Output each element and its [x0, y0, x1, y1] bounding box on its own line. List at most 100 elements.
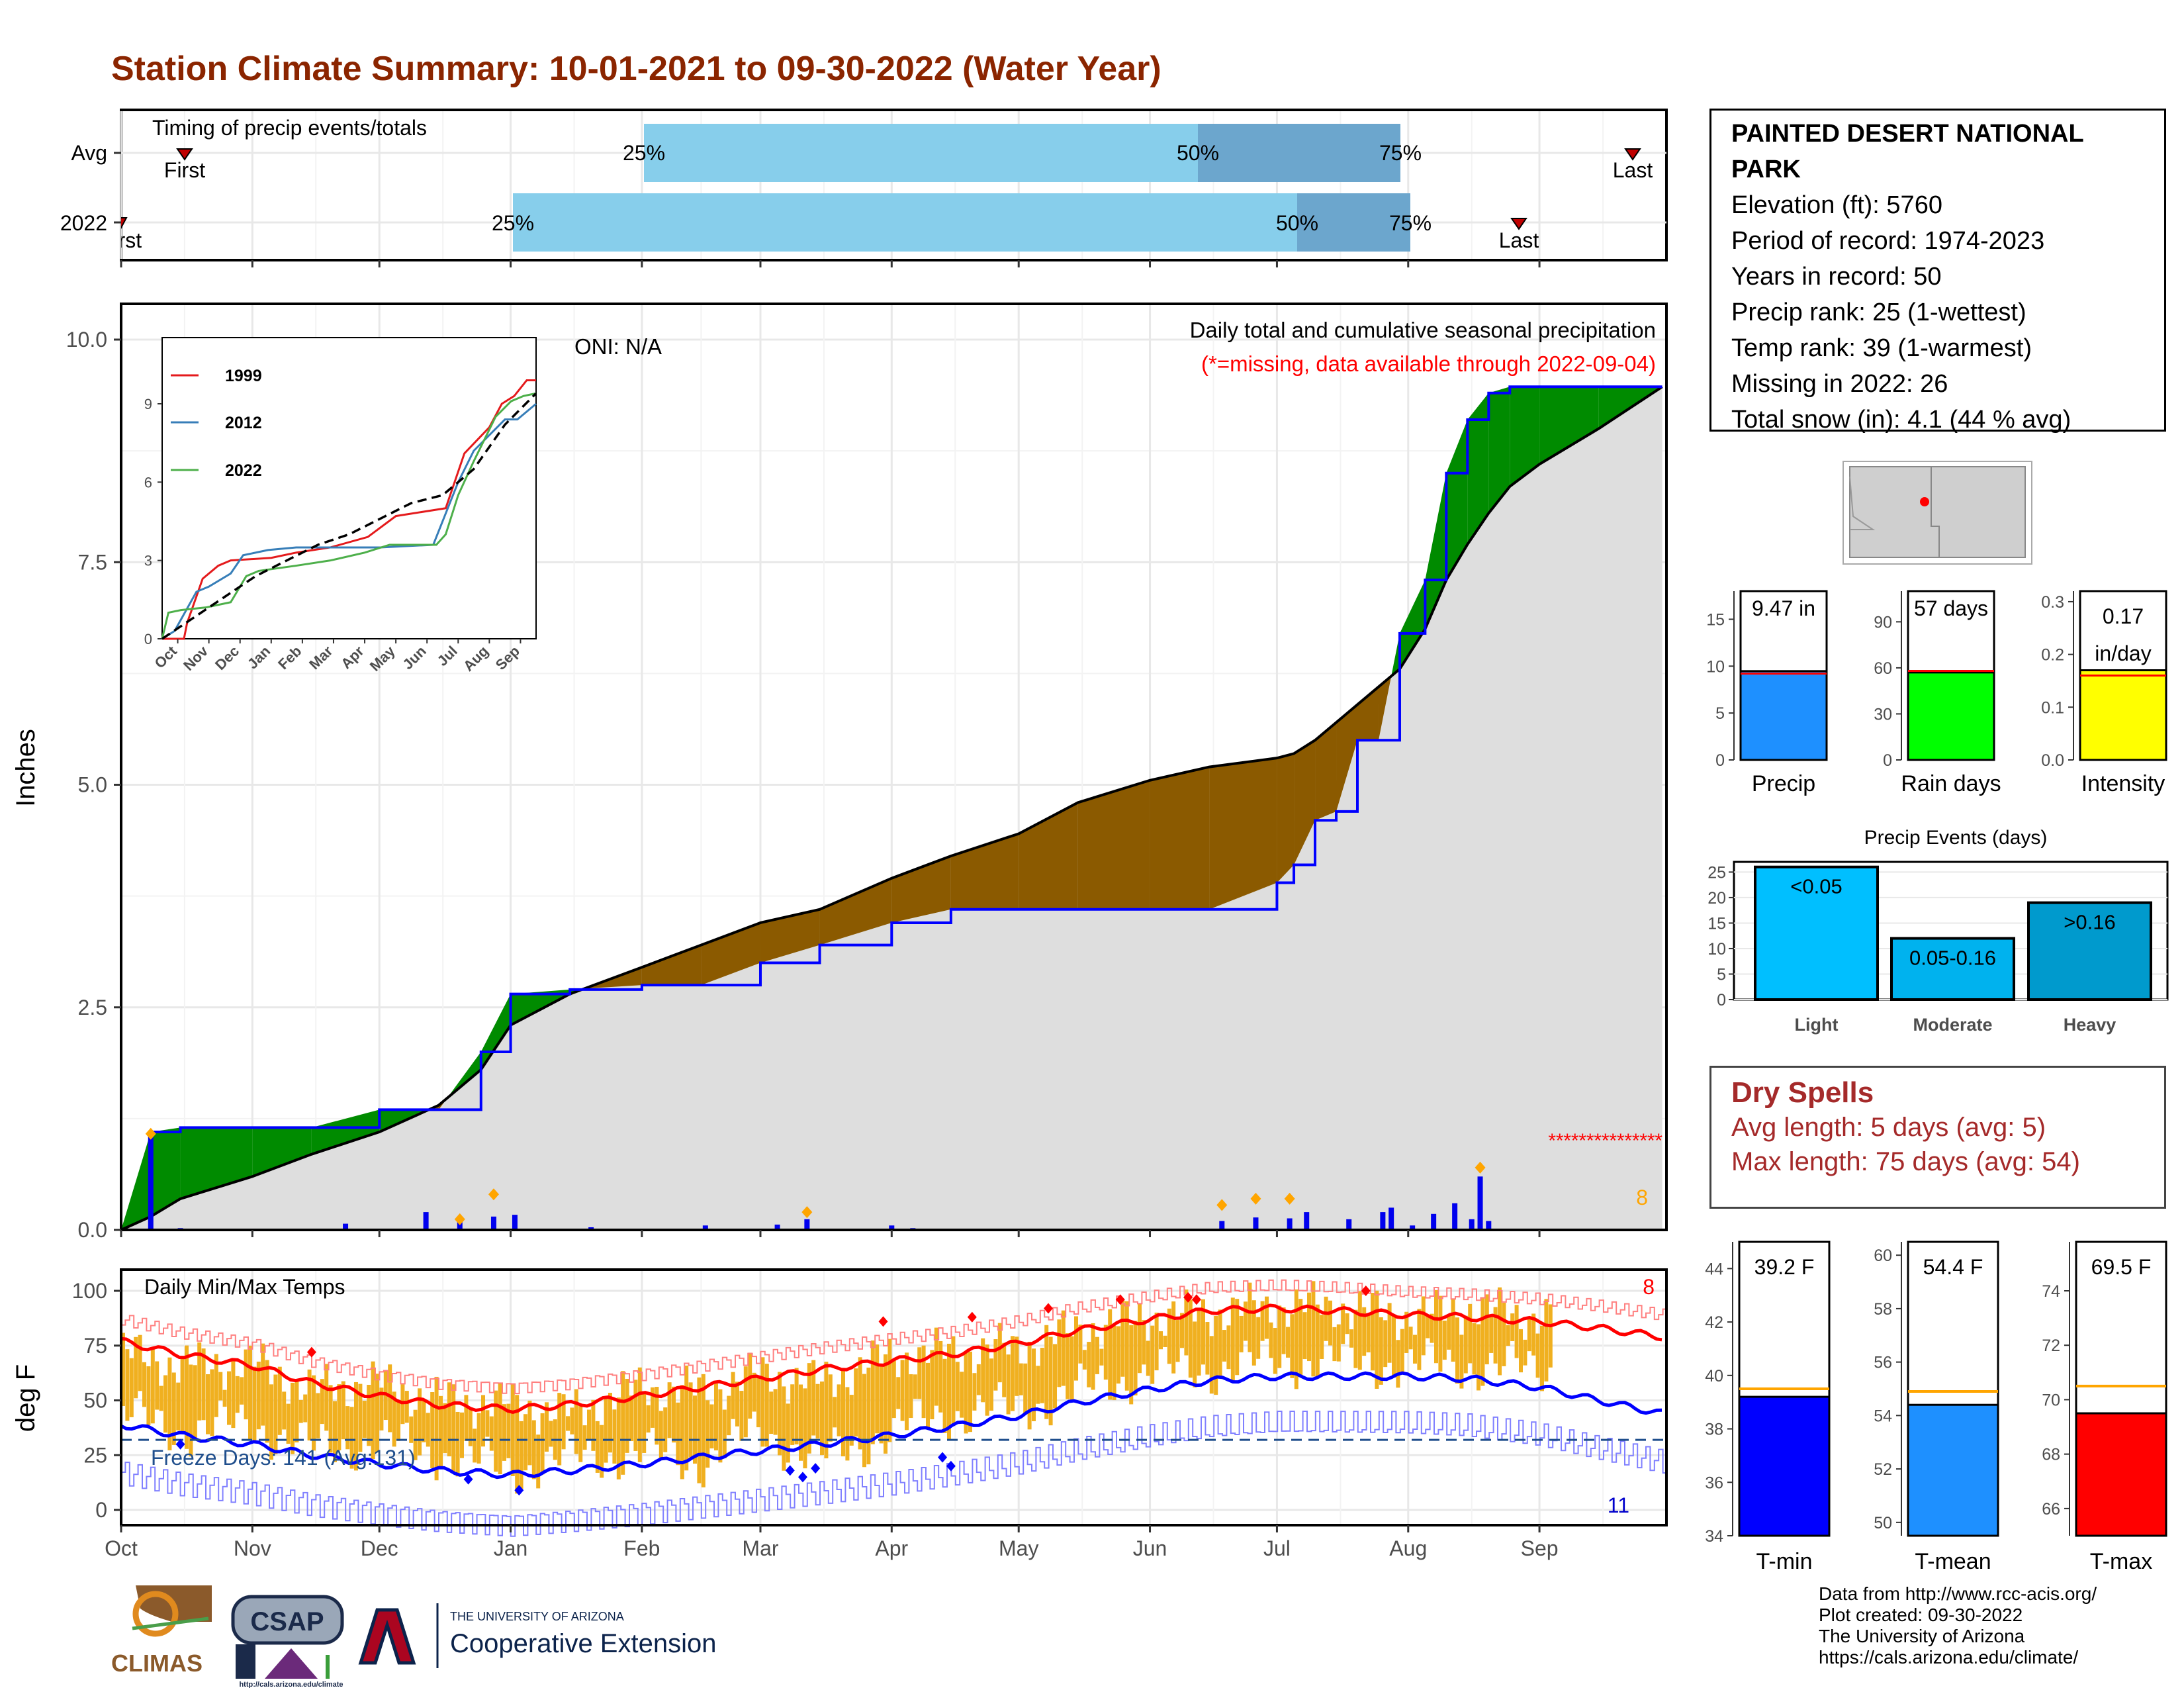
- daily-temp-range-bar: [1277, 1305, 1282, 1368]
- credits-line2: Plot created: 09-30-2022: [1819, 1605, 2023, 1625]
- daily-temp-range-bar: [951, 1336, 956, 1426]
- minibar-category-label: Rain days: [1901, 771, 2001, 796]
- daily-temp-range-bar: [1400, 1329, 1404, 1375]
- daily-temp-range-bar: [354, 1382, 358, 1471]
- tempbar-value-label: 54.4 F: [1923, 1255, 1983, 1279]
- minibar-category-label: Intensity: [2081, 771, 2165, 796]
- daily-temp-range-bar: [604, 1398, 608, 1463]
- daily-temp-range-bar: [714, 1383, 718, 1451]
- dry-spells-box: Dry Spells Avg length: 5 days (avg: 5) M…: [1709, 1066, 2166, 1209]
- daily-temp-range-bar: [1480, 1297, 1485, 1386]
- timing-avg-last-marker: [1624, 148, 1641, 161]
- daily-precip-bar: [490, 1216, 496, 1230]
- timing-panel: Timing of precip events/totals Avg 2022 …: [60, 109, 1668, 267]
- inset-ytick-label: 9: [144, 396, 152, 412]
- inset-ytick-label: 0: [144, 631, 152, 647]
- temp-ytick-label: 0: [95, 1498, 107, 1522]
- daily-temp-range-bar: [1078, 1325, 1083, 1364]
- missing-data-marker: *: [1647, 1130, 1655, 1152]
- daily-temp-range-bar: [646, 1405, 651, 1433]
- temp-min-count: 11: [1608, 1493, 1629, 1517]
- precip-ytick-label: 5.0: [78, 773, 107, 797]
- daily-temp-range-bar: [1163, 1335, 1167, 1347]
- inset-ytick-label: 6: [144, 474, 152, 491]
- daily-temp-range-bar: [1180, 1313, 1184, 1348]
- daily-temp-range-bar: [1544, 1299, 1549, 1382]
- daily-temp-range-bar: [947, 1343, 951, 1440]
- extreme-precip-marker: [1250, 1192, 1261, 1205]
- daily-temp-range-bar: [430, 1392, 435, 1468]
- events-bar: [1754, 865, 1879, 1002]
- daily-temp-range-bar: [1383, 1320, 1388, 1368]
- legend-2022: 2022: [225, 461, 262, 480]
- daily-temp-range-bar: [1510, 1313, 1515, 1342]
- above-normal-area: [1399, 580, 1426, 669]
- timing-2022-first: First: [101, 228, 142, 252]
- daily-temp-range-bar: [1188, 1299, 1193, 1378]
- temp-ytick-label: 50: [83, 1389, 107, 1413]
- daily-precip-bar: [1452, 1203, 1458, 1230]
- station-temp-rank: Temp rank: 39 (1-warmest): [1731, 334, 2032, 362]
- daily-temp-range-bar: [1108, 1309, 1113, 1400]
- daily-temp-range-bar: [1408, 1327, 1413, 1350]
- daily-temp-range-bar: [536, 1434, 541, 1489]
- daily-temp-range-bar: [1159, 1331, 1163, 1350]
- daily-temp-range-bar: [697, 1377, 702, 1483]
- daily-temp-range-bar: [1320, 1315, 1324, 1359]
- daily-temp-range-bar: [841, 1369, 845, 1457]
- daily-temp-range-bar: [1205, 1322, 1210, 1375]
- inset-ytick-label: 3: [144, 553, 152, 569]
- daily-temp-range-bar: [531, 1420, 536, 1479]
- tmax-normal-line: [120, 1303, 1662, 1415]
- daily-temp-range-bar: [1311, 1281, 1316, 1377]
- missing-data-marker: *: [1556, 1130, 1564, 1152]
- daily-temp-range-bar: [1502, 1303, 1506, 1366]
- daily-temp-range-bar: [1468, 1303, 1473, 1364]
- daily-temp-range-bar: [316, 1393, 320, 1439]
- daily-temp-range-bar: [1129, 1325, 1134, 1405]
- daily-temp-range-bar: [1451, 1299, 1455, 1362]
- daily-temp-range-bar: [778, 1372, 782, 1456]
- daily-temp-range-bar: [371, 1361, 375, 1460]
- daily-temp-range-bar: [722, 1409, 727, 1458]
- daily-temp-range-bar: [1455, 1317, 1459, 1384]
- below-normal-area: [950, 833, 1019, 910]
- precip-y-label: Inches: [11, 729, 40, 807]
- record-low-marker: [785, 1465, 795, 1476]
- daily-temp-range-bar: [858, 1357, 862, 1450]
- daily-temp-range-bar: [1286, 1327, 1290, 1358]
- tempbar-tick-label: 58: [1874, 1300, 1892, 1319]
- daily-temp-range-bar: [1082, 1350, 1087, 1370]
- minibar-tick-label: 10: [1706, 657, 1725, 676]
- tempbar-category-label: T-max: [2090, 1549, 2152, 1574]
- precip-y-axis: 0.0 2.5 5.0 7.5 10.0: [66, 328, 1541, 1242]
- daily-temp-range-bar: [1438, 1295, 1443, 1372]
- daily-precip-bar: [588, 1227, 594, 1230]
- daily-temp-range-bar: [227, 1371, 231, 1425]
- minibar-tick-label: 60: [1874, 659, 1892, 678]
- timing-2022-last-marker: [1510, 218, 1527, 230]
- timing-2022-last: Last: [1499, 228, 1539, 252]
- daily-temp-range-bar: [171, 1372, 176, 1445]
- daily-temp-range-bar: [828, 1374, 833, 1442]
- daily-temp-range-bar: [1413, 1335, 1417, 1364]
- daily-temp-range-bar: [1036, 1366, 1040, 1404]
- daily-temp-range-bar: [121, 1333, 125, 1406]
- daily-temp-range-bar: [1057, 1319, 1062, 1387]
- below-normal-area: [1077, 780, 1150, 910]
- csap-logo-text: CSAP: [250, 1607, 324, 1636]
- daily-temp-range-bar: [981, 1338, 985, 1403]
- minibar-tick-label: 0.0: [2041, 751, 2064, 770]
- daily-temp-range-bar: [214, 1354, 218, 1417]
- daily-temp-range-bar: [443, 1403, 447, 1454]
- events-category-label: Heavy: [2064, 1015, 2116, 1035]
- daily-temp-range-bar: [222, 1389, 227, 1407]
- daily-temp-range-bar: [1239, 1315, 1244, 1352]
- daily-temp-range-bar: [663, 1407, 668, 1452]
- daily-temp-range-bar: [506, 1403, 511, 1458]
- timing-avg-25: 25%: [623, 141, 665, 165]
- csap-logo: CSAP http://cals.arizona.edu/climate: [231, 1595, 344, 1688]
- timing-label: Timing of precip events/totals: [152, 116, 427, 140]
- daily-temp-range-bar: [608, 1393, 612, 1453]
